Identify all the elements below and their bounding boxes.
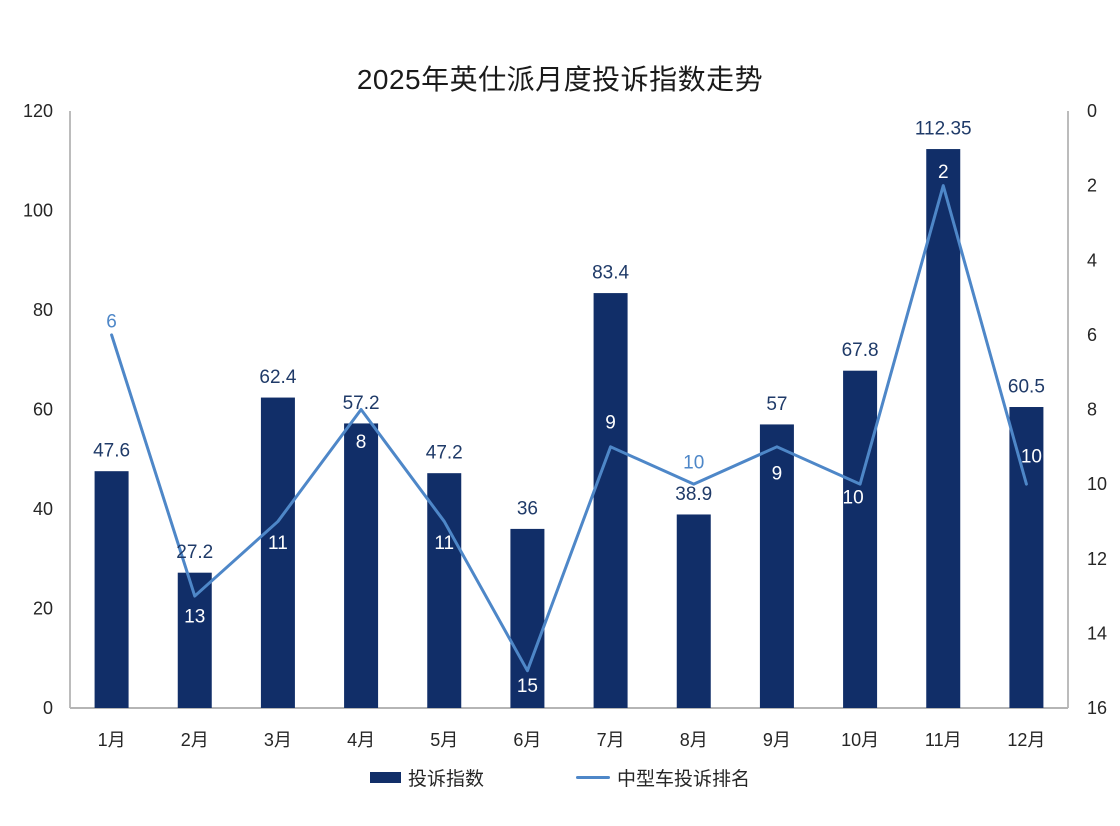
legend-item-complaint-index: 投诉指数 xyxy=(369,764,484,791)
ranking-line xyxy=(110,184,1028,673)
bar-3月 xyxy=(260,397,295,708)
legend-bar-swatch xyxy=(369,771,401,783)
bar-value-label-1月: 47.6 xyxy=(93,441,130,462)
x-axis-label: 4月 xyxy=(347,730,375,750)
left-axis-tick-label: 80 xyxy=(33,300,53,320)
rank-label-9月: 9 xyxy=(772,463,783,484)
x-axis-label: 3月 xyxy=(264,730,292,750)
bar-value-label-5月: 47.2 xyxy=(426,443,463,464)
bar-7月 xyxy=(593,293,628,708)
rank-label-5月: 11 xyxy=(434,533,454,554)
rank-label-3月: 11 xyxy=(268,533,288,554)
bar-1月 xyxy=(94,471,129,708)
bar-value-label-9月: 57 xyxy=(766,394,787,415)
x-axis-label: 2月 xyxy=(181,730,209,750)
bar-value-label-7月: 83.4 xyxy=(592,263,629,284)
bar-value-label-4月: 57.2 xyxy=(343,393,380,414)
left-axis-tick-label: 40 xyxy=(33,499,53,519)
right-axis-tick-label: 8 xyxy=(1087,400,1097,420)
left-axis-tick-label: 0 xyxy=(43,698,53,718)
x-axis-label: 9月 xyxy=(763,730,791,750)
rank-label-4月: 8 xyxy=(356,432,367,453)
bar-10月 xyxy=(843,370,878,708)
bar-value-label-10月: 67.8 xyxy=(842,340,879,361)
bar-9月 xyxy=(759,424,794,708)
bar-value-label-11月: 112.35 xyxy=(915,119,972,140)
legend-label-ranking: 中型车投诉排名 xyxy=(617,768,751,790)
rank-label-6月: 15 xyxy=(517,676,538,697)
bar-11月 xyxy=(926,149,961,709)
left-axis-tick-label: 120 xyxy=(23,101,53,121)
x-axis-label: 7月 xyxy=(597,730,625,750)
bar-8月 xyxy=(676,514,711,708)
rank-label-2月: 13 xyxy=(184,607,205,628)
legend: 投诉指数 中型车投诉排名 xyxy=(0,763,1120,791)
rank-label-8月: 10 xyxy=(683,453,704,474)
bar-value-label-6月: 36 xyxy=(517,498,538,519)
bar-value-label-8月: 38.9 xyxy=(675,484,712,505)
right-axis-tick-label: 16 xyxy=(1087,698,1107,718)
x-axis-label: 11月 xyxy=(925,730,962,750)
bar-6月 xyxy=(510,528,545,708)
bar-4月 xyxy=(344,423,379,708)
right-axis-tick-label: 2 xyxy=(1087,176,1097,196)
x-axis-label: 10月 xyxy=(841,730,879,750)
bar-12月 xyxy=(1009,407,1044,708)
bar-value-label-2月: 27.2 xyxy=(176,542,213,563)
legend-line-swatch xyxy=(576,775,610,779)
bar-5月 xyxy=(427,473,462,708)
left-axis-tick-label: 20 xyxy=(33,599,53,619)
x-axis-label: 1月 xyxy=(98,730,126,750)
right-axis-tick-label: 12 xyxy=(1087,549,1107,569)
rank-label-11月: 2 xyxy=(938,162,949,183)
bar-value-label-3月: 62.4 xyxy=(259,367,296,388)
bar-value-label-12月: 60.5 xyxy=(1008,377,1045,398)
rank-label-12月: 10 xyxy=(1021,447,1042,468)
right-axis-tick-label: 4 xyxy=(1087,250,1097,270)
rank-label-1月: 6 xyxy=(106,311,117,332)
legend-item-ranking: 中型车投诉排名 xyxy=(576,764,750,791)
x-axis-label: 6月 xyxy=(513,730,541,750)
left-axis-tick-label: 60 xyxy=(33,400,53,420)
chart-title: 2025年英仕派月度投诉指数走势 xyxy=(356,64,764,95)
right-axis-tick-label: 0 xyxy=(1087,101,1097,121)
rank-label-10月: 10 xyxy=(843,488,864,509)
x-axis-label: 5月 xyxy=(430,730,458,750)
x-axis-label: 8月 xyxy=(680,730,708,750)
x-axis-label: 12月 xyxy=(1007,730,1045,750)
legend-label-complaint-index: 投诉指数 xyxy=(407,768,484,790)
right-axis-tick-label: 10 xyxy=(1087,474,1107,494)
right-axis-tick-label: 14 xyxy=(1087,623,1107,643)
rank-label-7月: 9 xyxy=(605,412,616,433)
left-axis-tick-label: 100 xyxy=(23,201,53,221)
right-axis-tick-label: 6 xyxy=(1087,325,1097,345)
